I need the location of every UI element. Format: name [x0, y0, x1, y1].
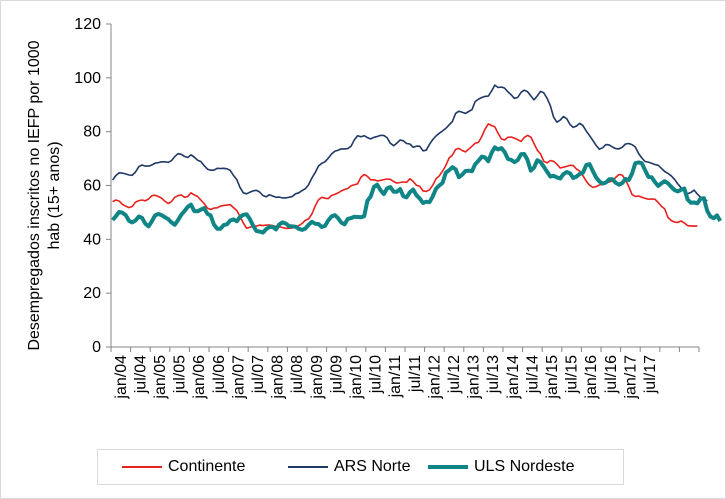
x-tick-label: jul/13 [485, 355, 502, 394]
x-tick-label: jul/07 [250, 355, 267, 394]
x-tick-label: jan/11 [387, 355, 404, 399]
legend-swatch [428, 465, 468, 469]
x-tick-label: jan/16 [583, 355, 600, 400]
legend: Continente ARS Norte ULS Nordeste [97, 449, 624, 485]
legend-item-uls-nordeste: ULS Nordeste [428, 450, 575, 484]
series-line-ars-norte [111, 84, 708, 202]
y-axis: 0 20 40 60 80 100 120 [74, 16, 112, 356]
y-tick-label: 100 [74, 70, 101, 87]
y-tick-label: 80 [83, 124, 101, 141]
legend-swatch [288, 466, 328, 468]
series-line-uls-nordeste [111, 145, 722, 235]
x-tick-label: jan/05 [152, 355, 169, 400]
legend-label: Continente [168, 458, 246, 475]
y-tick-label: 60 [83, 178, 101, 195]
x-tick-label: jan/09 [309, 355, 326, 400]
x-tick-label: jan/06 [191, 355, 208, 400]
x-tick-label: jul/04 [132, 355, 149, 394]
x-tick-label: jul/15 [564, 355, 581, 394]
x-tick-label: jul/06 [211, 355, 228, 394]
y-tick-label: 120 [74, 16, 101, 33]
legend-label: ARS Norte [334, 458, 411, 475]
x-tick-label: jul/14 [524, 355, 541, 394]
x-tick-label: jan/17 [622, 355, 639, 400]
x-tick-label: jan/04 [113, 355, 130, 400]
x-tick-label: jul/09 [328, 355, 345, 394]
y-tick-label: 0 [92, 339, 101, 356]
x-tick-label: jan/07 [230, 355, 247, 400]
x-axis: jan/04 jul/04 jan/05 jul/05 jan/06 jul/06 jan/… [110, 346, 700, 400]
y-tick-label: 40 [83, 231, 101, 248]
x-tick-label: jan/13 [466, 355, 483, 400]
legend-item-ars-norte: ARS Norte [288, 450, 410, 484]
series-line-continente [112, 123, 698, 230]
x-tick-label: jan/12 [426, 355, 443, 400]
x-tick-label: jan/15 [544, 355, 561, 400]
x-tick-label: jan/10 [348, 355, 365, 400]
x-tick-label: jul/12 [446, 355, 463, 394]
x-tick-label: jul/11 [407, 355, 424, 393]
x-tick-label: jul/10 [368, 355, 385, 394]
x-tick-label: jan/14 [505, 355, 522, 400]
legend-label: ULS Nordeste [474, 458, 575, 475]
x-tick-label: jul/17 [642, 355, 659, 394]
legend-item-continente: Continente [122, 450, 245, 484]
x-tick-label: jul/16 [603, 355, 620, 394]
y-axis-title: Desempregados inscritos no IEFP por 1000… [26, 40, 63, 350]
legend-swatch [122, 466, 162, 468]
x-tick-label: jan/08 [270, 355, 287, 400]
x-tick-label: jul/05 [172, 355, 189, 394]
x-tick-label: jul/08 [289, 355, 306, 394]
series-layer [111, 84, 722, 235]
y-tick-label: 20 [83, 285, 101, 302]
